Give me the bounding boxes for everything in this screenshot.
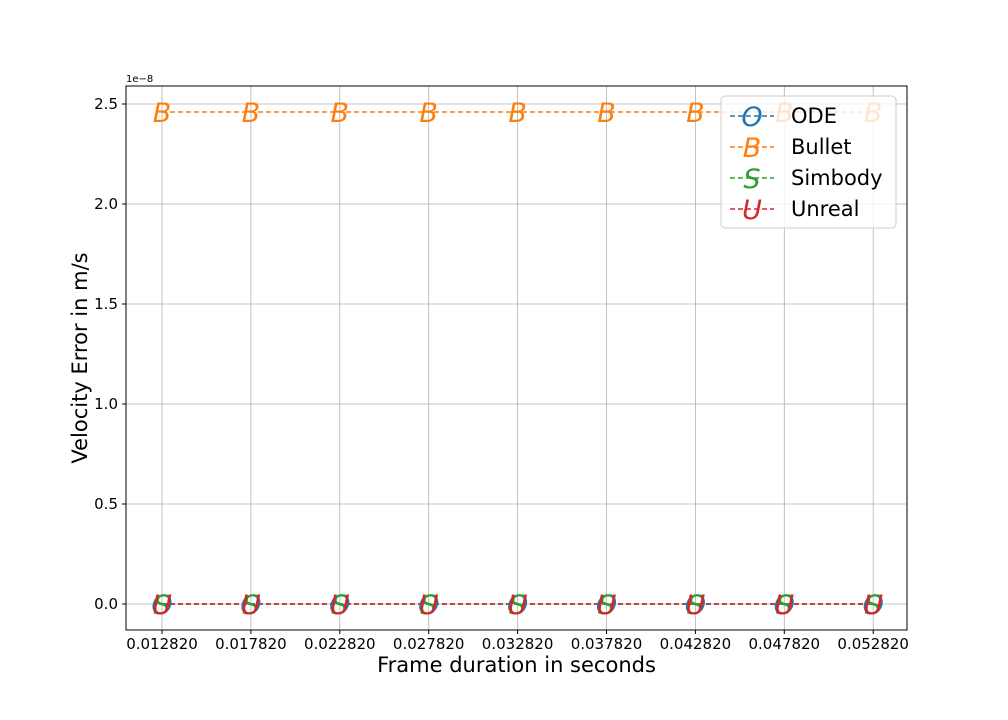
data-point-bullet: B	[419, 98, 438, 129]
x-tick-label: 0.042820	[660, 635, 732, 653]
data-point-ode: O	[596, 590, 617, 621]
data-point-bullet: B	[597, 98, 616, 129]
x-tick-label: 0.037820	[571, 635, 643, 653]
legend-label-simbody: Simbody	[791, 166, 883, 190]
data-point-unreal: U	[152, 590, 172, 621]
plot-frame	[125, 85, 908, 631]
x-tick-label: 0.047820	[749, 635, 821, 653]
data-point-simbody: S	[331, 590, 348, 621]
y-tick-label: 1.5	[94, 295, 118, 313]
data-point-unreal: U	[241, 590, 261, 621]
x-axis-label: Frame duration in seconds	[377, 653, 656, 677]
y-tick-label: 1.0	[94, 395, 118, 413]
legend-marker-bullet: B	[743, 133, 762, 164]
data-point-bullet: B	[331, 98, 350, 129]
data-point-ode: O	[418, 590, 439, 621]
y-tick-label: 2.0	[94, 195, 118, 213]
x-tick-label: 0.027820	[393, 635, 465, 653]
data-point-simbody: S	[776, 590, 793, 621]
y-axis-ticks: 0.0 0.5 1.0 1.5 2.0 2.5	[94, 95, 126, 613]
data-point-bullet: B	[508, 98, 527, 129]
data-point-bullet: B	[153, 98, 172, 129]
data-point-bullet: B	[686, 98, 705, 129]
data-point-bullet: B	[242, 98, 261, 129]
legend-marker-unreal: U	[742, 195, 762, 226]
x-tick-label: 0.022820	[304, 635, 376, 653]
x-tick-label: 0.032820	[482, 635, 554, 653]
data-point-simbody: S	[242, 590, 259, 621]
x-tick-label: 0.017820	[215, 635, 287, 653]
x-tick-label: 0.012820	[126, 635, 198, 653]
legend-label-ode: ODE	[791, 104, 837, 128]
data-point-ode: O	[151, 590, 172, 621]
data-point-simbody: S	[865, 590, 882, 621]
data-point-ode: O	[329, 590, 350, 621]
x-tick-label: 0.052820	[837, 635, 909, 653]
data-point-simbody: S	[687, 590, 704, 621]
legend: O ODE B Bullet S Simbody U Unreal	[720, 95, 897, 229]
data-point-ode: O	[507, 590, 528, 621]
legend-label-bullet: Bullet	[791, 135, 852, 159]
legend-box	[720, 95, 897, 229]
data-point-unreal: U	[686, 590, 706, 621]
y-tick-label: 0.0	[94, 595, 118, 613]
data-point-ode: O	[685, 590, 706, 621]
data-point-unreal: U	[863, 590, 883, 621]
data-point-unreal: U	[597, 590, 617, 621]
legend-marker-ode: O	[741, 102, 762, 133]
data-point-simbody: S	[153, 590, 170, 621]
y-axis-offset-label: 1e−8	[126, 74, 153, 85]
data-point-unreal: U	[419, 590, 439, 621]
data-point-simbody: S	[509, 590, 526, 621]
data-point-simbody: S	[420, 590, 437, 621]
data-point-unreal: U	[508, 590, 528, 621]
y-tick-label: 2.5	[94, 95, 118, 113]
data-point-ode: O	[863, 590, 884, 621]
data-point-ode: O	[774, 590, 795, 621]
data-point-simbody: S	[598, 590, 615, 621]
legend-marker-simbody: S	[743, 164, 760, 195]
x-axis-ticks: 0.012820 0.017820 0.022820 0.027820 0.032820…	[126, 630, 909, 653]
data-point-unreal: U	[774, 590, 794, 621]
legend-label-unreal: Unreal	[791, 197, 859, 221]
y-axis-label: Velocity Error in m/s	[68, 252, 92, 463]
y-tick-label: 0.5	[94, 495, 118, 513]
data-point-ode: O	[240, 590, 261, 621]
data-point-unreal: U	[330, 590, 350, 621]
